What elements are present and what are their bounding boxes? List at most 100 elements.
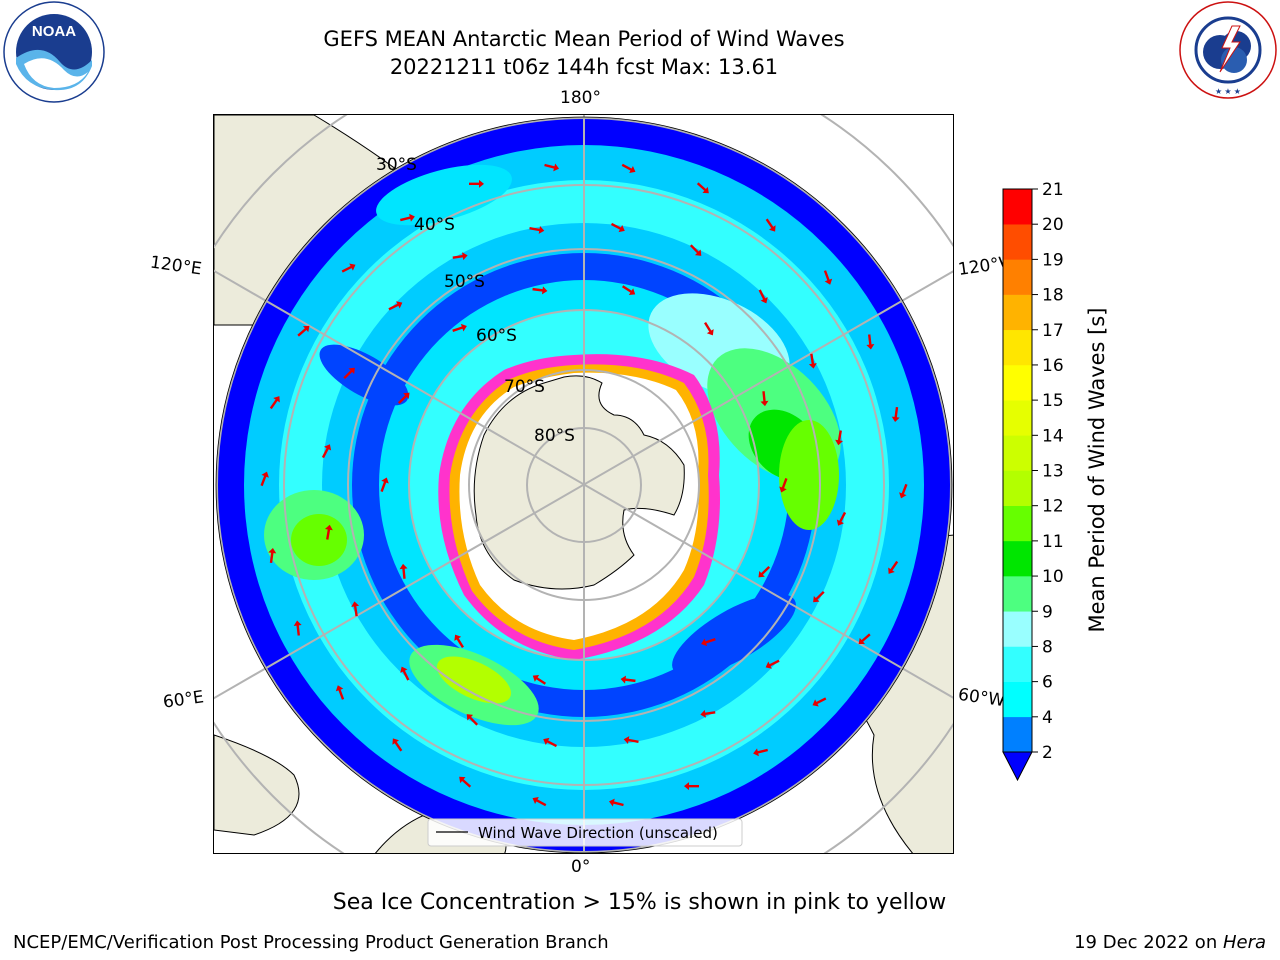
wave-direction-arrow [388,301,403,311]
wave-direction-arrow [760,391,769,407]
wave-direction-arrow [808,353,817,369]
colorbar-block [1003,470,1032,506]
colorbar-tick-label: 6 [1042,673,1053,693]
wave-direction-arrow [351,601,360,617]
lat-label-60s: 60°S [476,326,517,346]
colorbar-tick-label: 14 [1042,426,1064,446]
wave-direction-arrow [260,471,269,487]
colorbar-block [1003,259,1032,295]
map-canvas: 30°S 40°S 50°S 60°S 70°S 80°S Wind Wave … [214,115,953,853]
colorbar-tick-label: 2 [1042,743,1053,763]
wave-direction-arrow [689,244,702,256]
footer-system: Hera [1222,932,1266,953]
colorbar-tick-label: 16 [1042,356,1064,376]
wave-direction-arrow [459,776,472,788]
colorbar-block [1003,435,1032,471]
wave-direction-arrow [380,477,389,492]
colorbar-block [1003,189,1032,225]
colorbar-tick-label: 21 [1042,180,1064,200]
wave-direction-arrow [866,334,875,350]
graticule [214,115,953,853]
lon-label-0: 0° [571,857,591,877]
wave-direction-arrow [835,430,844,446]
colorbar-block [1003,611,1032,647]
wave-direction-arrow [466,714,479,726]
colorbar-tick-label: 13 [1042,462,1064,482]
wave-direction-arrow [621,285,636,295]
wave-direction-arrow [468,179,484,188]
wave-direction-arrow [779,478,788,493]
wave-direction-arrow [765,659,780,669]
noaa-logo-icon: NOAA [3,1,105,103]
map-legend: Wind Wave Direction (unscaled) [427,818,743,847]
sea-ice-caption: Sea Ice Concentration > 15% is shown in … [332,890,947,915]
colorbar-block [1003,505,1032,542]
lat-label-30s: 30°S [376,155,417,175]
wave-direction-arrow [452,323,467,332]
map-subtitle: 20221211 t06z 144h fcst Max: 13.61 [389,55,779,79]
colorbar-tick-label: 20 [1042,215,1064,235]
colorbar-block [1003,576,1032,612]
wave-direction-arrow [823,270,833,285]
wave-direction-arrow [400,666,410,681]
colorbar-tick-label: 18 [1042,286,1064,306]
nws-logo-icon: ★ ★ ★ [1179,1,1277,99]
colorbar-tick-label: 19 [1042,250,1064,270]
wave-direction-arrow [836,511,847,526]
wave-direction-arrow [343,367,355,380]
wave-direction-arrow [623,736,639,745]
wave-direction-arrow [452,252,468,261]
wave-direction-arrow [454,634,464,649]
lon-label-120e: 120°E [148,252,203,280]
colorbar-block [1003,540,1032,577]
wave-direction-arrow [758,289,768,304]
wave-direction-arrow [610,222,625,233]
wave-direction-arrow [392,738,403,752]
colorbar-block [1003,681,1032,718]
map-title: GEFS MEAN Antarctic Mean Period of Wind … [323,27,845,51]
lon-label-180: 180° [560,88,601,108]
wave-direction-arrow [888,560,899,574]
lat-label-80s: 80°S [534,426,575,446]
wave-direction-arrow [812,697,827,707]
colorbar-block [1003,224,1032,260]
lat-label-50s: 50°S [444,272,485,292]
polar-map: 30°S 40°S 50°S 60°S 70°S 80°S Wind Wave … [213,114,954,854]
wave-direction-arrow [335,685,345,700]
lon-label-60e: 60°E [161,687,206,713]
colorbar-block [1003,716,1032,753]
wave-direction-arrow [891,407,900,423]
svg-text:★ ★ ★: ★ ★ ★ [1215,87,1241,96]
colorbar-tick-label: 4 [1042,708,1053,728]
wave-direction-arrow [765,218,776,232]
noaa-logo-text: NOAA [32,23,76,40]
wave-direction-arrow [753,748,768,757]
wave-direction-arrow [684,782,700,791]
wind-wave-arrows [260,163,908,807]
lat-label-40s: 40°S [414,215,455,235]
wave-direction-arrow [696,182,709,194]
wave-direction-arrow [324,524,333,540]
wave-direction-arrow [899,483,908,499]
wave-direction-arrow [532,286,548,295]
wave-direction-arrow [269,396,280,410]
wave-direction-arrow [704,321,714,336]
colorbar-block [1003,364,1032,401]
colorbar-tick-label: 12 [1042,497,1064,517]
colorbar-tick-label: 15 [1042,391,1064,411]
colorbar: 2 4 6 8 9 10 11 12 13 14 15 16 17 18 19 20 21 [1002,180,1064,782]
wave-direction-arrow [543,737,558,748]
wave-direction-arrow [341,263,356,273]
lat-label-70s: 70°S [504,377,545,397]
wave-direction-arrow [529,225,545,234]
colorbar-block [1003,400,1032,436]
wave-direction-arrow [532,675,547,685]
wave-direction-arrow [532,796,547,807]
colorbar-tick-label: 10 [1042,567,1064,587]
wave-direction-arrow [621,163,636,174]
footer-date: 19 Dec 2022 on Hera [1074,932,1266,953]
wave-direction-arrow [813,590,825,603]
legend-label: Wind Wave Direction (unscaled) [478,824,718,842]
footer-credit: NCEP/EMC/Verification Post Processing Pr… [13,932,609,953]
wave-direction-arrow [400,213,415,222]
